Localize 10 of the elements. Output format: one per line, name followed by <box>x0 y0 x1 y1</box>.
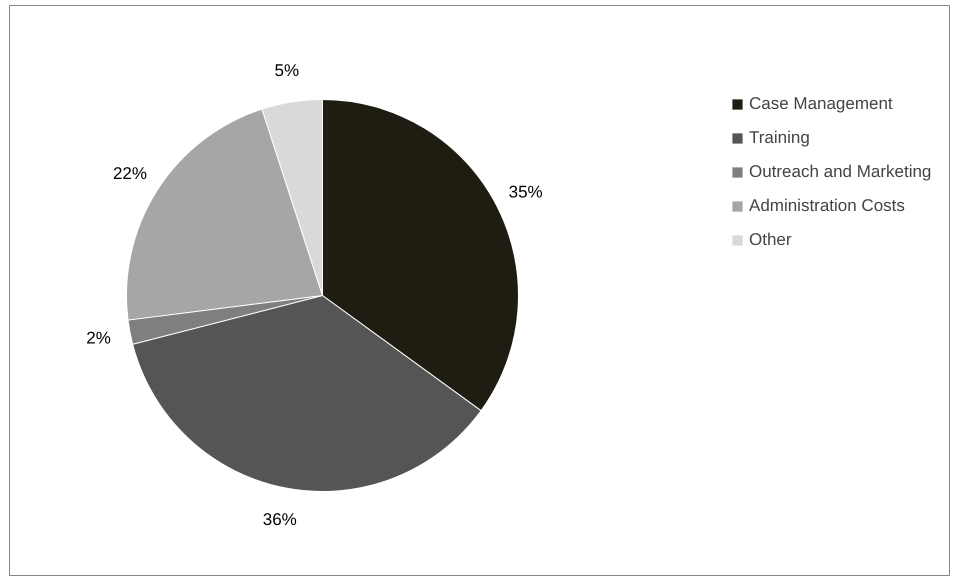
data-label: 2% <box>86 328 111 348</box>
legend-label: Administration Costs <box>749 196 905 216</box>
data-label: 35% <box>508 182 543 202</box>
data-label: 36% <box>262 510 297 529</box>
data-label: 5% <box>274 60 300 80</box>
legend-label: Other <box>749 230 792 250</box>
data-label: 22% <box>112 164 148 183</box>
legend-label: Training <box>749 128 810 148</box>
legend-label: Outreach and Marketing <box>749 162 932 182</box>
legend-label: Case Management <box>749 94 893 114</box>
